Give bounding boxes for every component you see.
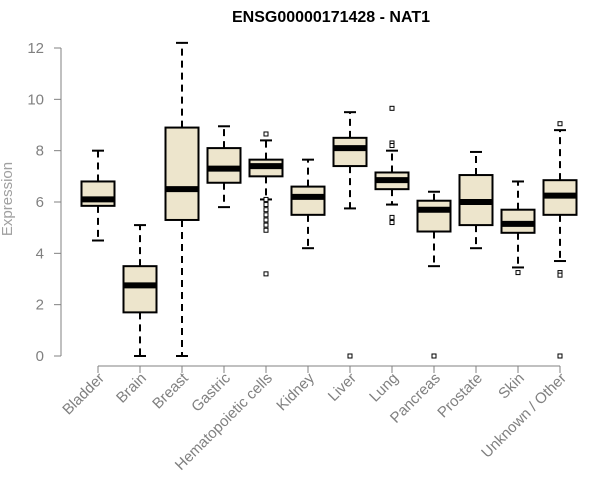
- boxes-group: [80, 41, 578, 359]
- box-pancreas: [416, 190, 452, 359]
- outlier-point: [263, 212, 269, 218]
- x-tick-label: Lung: [366, 370, 402, 406]
- x-tick-label: Skin: [495, 370, 528, 403]
- y-tick-label: 4: [36, 245, 44, 262]
- outlier-point: [557, 272, 563, 278]
- y-tick-label: 8: [36, 143, 44, 160]
- outlier-point: [515, 270, 521, 276]
- outlier-point: [263, 131, 269, 137]
- y-tick-label: 12: [27, 40, 44, 57]
- box-breast: [164, 41, 200, 357]
- x-tick-label: Prostate: [434, 370, 486, 422]
- y-tick-label: 10: [27, 91, 44, 108]
- outlier-point: [557, 353, 563, 359]
- outlier-point: [389, 220, 395, 226]
- y-tick-label: 6: [36, 194, 44, 211]
- outlier-point: [263, 227, 269, 233]
- x-tick-label: Liver: [325, 370, 360, 405]
- outlier-point: [263, 196, 269, 202]
- outlier-point: [557, 121, 563, 127]
- box-gastric: [206, 125, 242, 209]
- outlier-point: [389, 105, 395, 111]
- x-tick-label: Breast: [149, 369, 192, 412]
- box-liver: [332, 111, 368, 359]
- box-iqr: [206, 147, 242, 184]
- outlier-point: [431, 353, 437, 359]
- box-prostate: [458, 150, 494, 250]
- x-tick-label: Kidney: [273, 369, 318, 414]
- chart-title: ENSG00000171428 - NAT1: [232, 9, 430, 26]
- box-skin: [500, 180, 536, 276]
- outlier-point: [347, 353, 353, 359]
- box-iqr: [416, 199, 452, 233]
- y-tick-label: 0: [36, 348, 44, 365]
- box-kidney: [290, 158, 326, 250]
- box-iqr: [164, 126, 200, 221]
- box-iqr: [290, 185, 326, 216]
- outlier-point: [263, 217, 269, 223]
- box-brain: [122, 224, 158, 357]
- x-tick-label: Brain: [113, 370, 150, 407]
- outlier-point: [389, 214, 395, 220]
- outlier-point: [263, 271, 269, 277]
- y-tick-label: 2: [36, 297, 44, 314]
- x-tick-label: Bladder: [59, 370, 108, 419]
- outlier-point: [389, 143, 395, 149]
- y-axis-label: Expression: [0, 162, 16, 236]
- box-bladder: [80, 149, 116, 242]
- box-hematopoietic-cells: [248, 131, 284, 277]
- box-unknown-other: [542, 121, 578, 359]
- outlier-point: [263, 222, 269, 228]
- box-iqr: [122, 265, 158, 314]
- box-iqr: [332, 136, 368, 168]
- outlier-point: [263, 207, 269, 213]
- outlier-point: [263, 202, 269, 208]
- box-lung: [374, 105, 410, 226]
